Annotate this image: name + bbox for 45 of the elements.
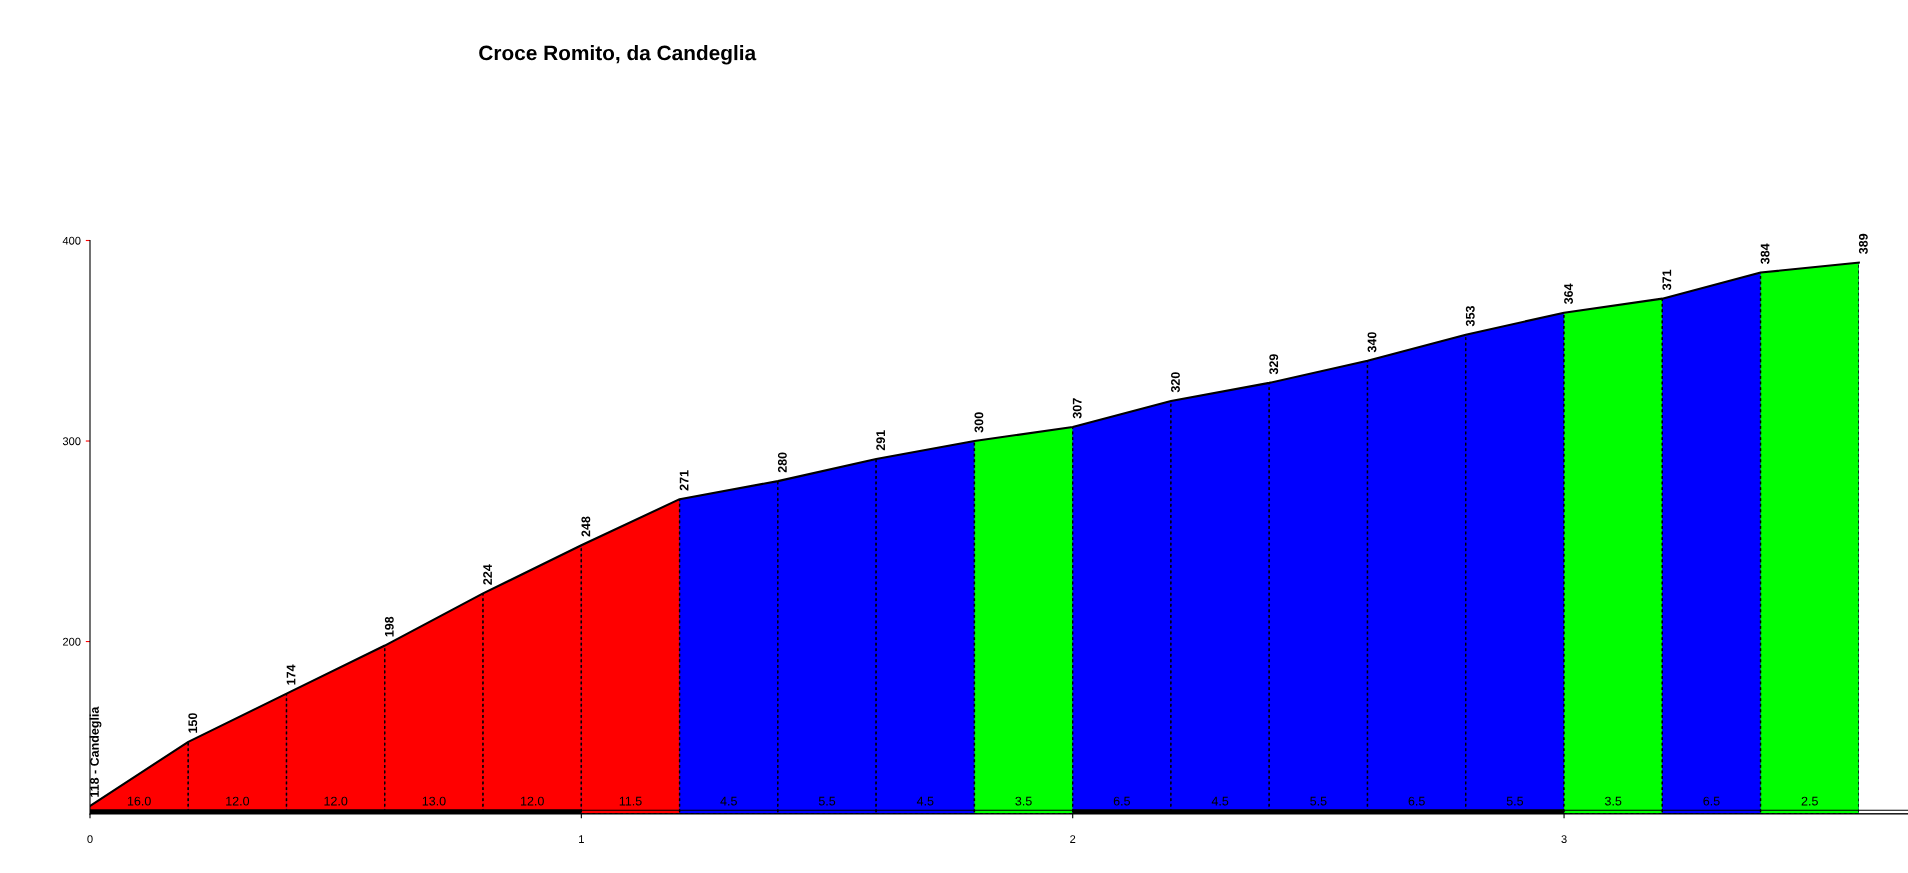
data-label: 224 <box>483 564 492 585</box>
x-tick-label: 1 <box>579 835 584 843</box>
band-label: 12.0 <box>521 796 544 806</box>
band-label: 6.5 <box>1703 796 1720 806</box>
band-label: 5.5 <box>818 796 836 806</box>
data-label: 307 <box>1072 398 1082 419</box>
data-label: 320 <box>1171 372 1180 393</box>
band-label: 3.5 <box>1604 796 1622 806</box>
band-label: 4.5 <box>916 796 934 806</box>
x-tick-label: 3 <box>1561 835 1567 843</box>
data-label: 300 <box>974 412 984 433</box>
data-label: 340 <box>1367 332 1377 353</box>
band-label: 2.5 <box>1801 796 1818 806</box>
data-label: 118 - Candeglia <box>89 706 102 797</box>
data-label: 248 <box>581 516 591 537</box>
band-label: 5.5 <box>1310 796 1327 806</box>
band-label: 4.5 <box>720 796 737 806</box>
data-label: 291 <box>876 430 886 451</box>
band-label: 3.5 <box>1015 796 1032 806</box>
band-label: 16.0 <box>127 796 151 806</box>
data-label: 371 <box>1662 269 1672 291</box>
data-label: 384 <box>1760 243 1770 264</box>
data-label: 364 <box>1564 283 1573 305</box>
y-tick-label: 200 <box>62 637 81 646</box>
data-label: 271 <box>679 470 689 491</box>
band-label: 12.0 <box>324 796 348 806</box>
data-label: 280 <box>777 452 787 473</box>
data-label: 329 <box>1269 354 1279 375</box>
band-label: 11.5 <box>619 796 642 806</box>
band-label: 6.5 <box>1113 796 1130 806</box>
chart-title: Croce Romito, da Candeglia <box>479 45 757 65</box>
band-label: 6.5 <box>1408 796 1425 806</box>
band-label: 13.0 <box>422 796 446 806</box>
band-label: 4.5 <box>1211 796 1229 806</box>
band-label: 12.0 <box>226 796 250 806</box>
data-label: 353 <box>1465 306 1475 327</box>
data-label: 198 <box>384 616 394 637</box>
data-label: 150 <box>188 713 198 733</box>
x-tick-label: 2 <box>1070 835 1076 843</box>
y-tick-label: 400 <box>62 236 81 245</box>
band-label: 5.5 <box>1506 796 1524 806</box>
data-label: 389 <box>1858 233 1868 254</box>
data-label: 174 <box>286 664 296 685</box>
y-tick-label: 300 <box>62 437 81 446</box>
x-tick-label: 0 <box>87 835 93 843</box>
